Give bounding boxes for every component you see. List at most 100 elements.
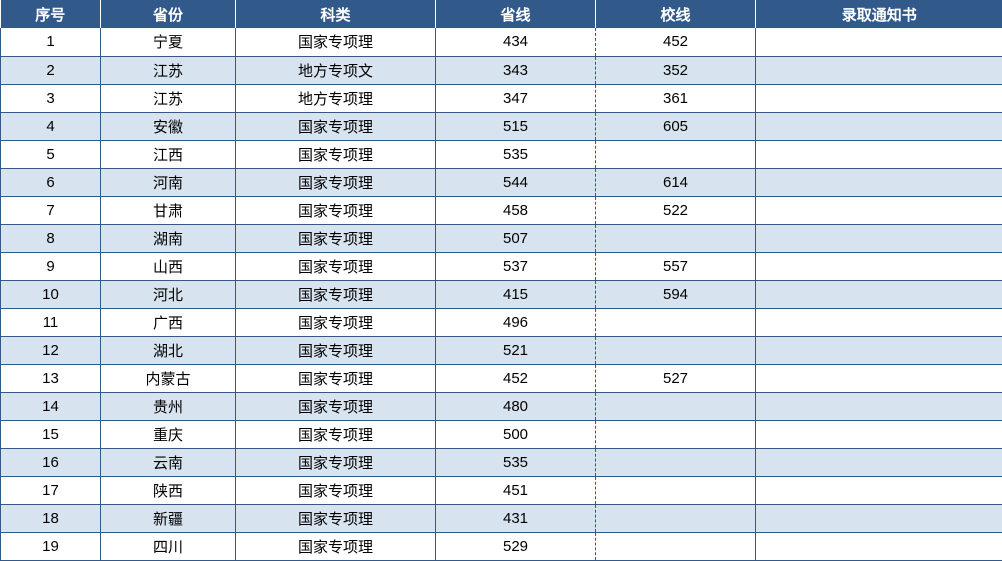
cell-notice [756,532,1002,560]
cell-province: 甘肃 [101,196,236,224]
cell-province: 宁夏 [101,28,236,56]
cell-seq: 18 [1,504,101,532]
cell-notice [756,448,1002,476]
cell-notice [756,140,1002,168]
cell-notice [756,224,1002,252]
col-header-province: 省份 [101,0,236,28]
cell-category: 国家专项理 [236,364,436,392]
cell-category: 国家专项理 [236,532,436,560]
cell-notice [756,476,1002,504]
table-row: 9山西国家专项理537557 [1,252,1002,280]
cell-schline: 594 [596,280,756,308]
table-row: 14贵州国家专项理480 [1,392,1002,420]
cell-notice [756,112,1002,140]
cell-seq: 7 [1,196,101,224]
cell-provline: 434 [436,28,596,56]
cell-province: 安徽 [101,112,236,140]
cell-schline [596,392,756,420]
table-row: 12湖北国家专项理521 [1,336,1002,364]
table-row: 18新疆国家专项理431 [1,504,1002,532]
col-header-provline: 省线 [436,0,596,28]
cell-province: 江苏 [101,84,236,112]
table-row: 15重庆国家专项理500 [1,420,1002,448]
cell-provline: 515 [436,112,596,140]
cell-provline: 535 [436,140,596,168]
cell-schline: 614 [596,168,756,196]
cell-province: 河北 [101,280,236,308]
cell-seq: 16 [1,448,101,476]
cell-provline: 452 [436,364,596,392]
cell-schline: 605 [596,112,756,140]
cell-category: 国家专项理 [236,448,436,476]
cell-province: 贵州 [101,392,236,420]
cell-schline [596,336,756,364]
cell-notice [756,392,1002,420]
cell-provline: 537 [436,252,596,280]
cell-provline: 343 [436,56,596,84]
col-header-notice: 录取通知书 [756,0,1002,28]
cell-seq: 15 [1,420,101,448]
cell-notice [756,336,1002,364]
cell-provline: 480 [436,392,596,420]
cell-province: 陕西 [101,476,236,504]
cell-category: 国家专项理 [236,420,436,448]
cell-category: 国家专项理 [236,224,436,252]
cell-category: 国家专项理 [236,140,436,168]
table-row: 13内蒙古国家专项理452527 [1,364,1002,392]
cell-province: 内蒙古 [101,364,236,392]
cell-schline [596,420,756,448]
cell-seq: 14 [1,392,101,420]
cell-schline: 352 [596,56,756,84]
cell-seq: 1 [1,28,101,56]
cell-provline: 458 [436,196,596,224]
table-header: 序号 省份 科类 省线 校线 录取通知书 [1,0,1002,28]
admission-score-table: 序号 省份 科类 省线 校线 录取通知书 1宁夏国家专项理4344522江苏地方… [0,0,1002,561]
col-header-category: 科类 [236,0,436,28]
cell-category: 国家专项理 [236,252,436,280]
cell-schline [596,140,756,168]
cell-schline: 522 [596,196,756,224]
cell-seq: 3 [1,84,101,112]
cell-provline: 500 [436,420,596,448]
cell-province: 四川 [101,532,236,560]
cell-seq: 11 [1,308,101,336]
cell-seq: 4 [1,112,101,140]
cell-notice [756,280,1002,308]
cell-seq: 19 [1,532,101,560]
cell-province: 河南 [101,168,236,196]
cell-notice [756,364,1002,392]
cell-category: 国家专项理 [236,476,436,504]
table-row: 6河南国家专项理544614 [1,168,1002,196]
cell-province: 湖南 [101,224,236,252]
cell-province: 江西 [101,140,236,168]
cell-province: 重庆 [101,420,236,448]
cell-notice [756,308,1002,336]
cell-category: 国家专项理 [236,28,436,56]
col-header-seq: 序号 [1,0,101,28]
cell-notice [756,196,1002,224]
cell-provline: 544 [436,168,596,196]
cell-notice [756,252,1002,280]
table-row: 4安徽国家专项理515605 [1,112,1002,140]
cell-schline: 527 [596,364,756,392]
cell-seq: 5 [1,140,101,168]
cell-province: 湖北 [101,336,236,364]
table-row: 3江苏地方专项理347361 [1,84,1002,112]
table-row: 17陕西国家专项理451 [1,476,1002,504]
cell-schline [596,532,756,560]
cell-seq: 6 [1,168,101,196]
cell-notice [756,56,1002,84]
cell-provline: 431 [436,504,596,532]
cell-category: 国家专项理 [236,392,436,420]
cell-category: 国家专项理 [236,504,436,532]
cell-seq: 12 [1,336,101,364]
cell-seq: 9 [1,252,101,280]
cell-seq: 2 [1,56,101,84]
table-row: 1宁夏国家专项理434452 [1,28,1002,56]
cell-category: 国家专项理 [236,112,436,140]
cell-schline: 361 [596,84,756,112]
cell-provline: 347 [436,84,596,112]
cell-provline: 507 [436,224,596,252]
cell-schline [596,224,756,252]
cell-category: 地方专项文 [236,56,436,84]
